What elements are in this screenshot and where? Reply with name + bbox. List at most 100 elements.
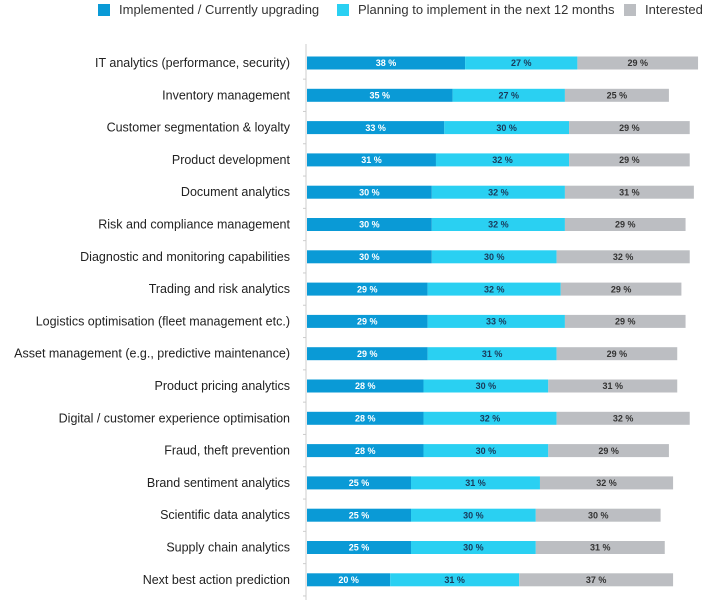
- data-label: 31 %: [482, 349, 503, 359]
- bar-segment: [556, 411, 690, 425]
- bar-segment: [307, 250, 432, 264]
- data-label: 32 %: [613, 252, 634, 262]
- data-label: 32 %: [596, 478, 617, 488]
- category-label: Supply chain analytics: [166, 541, 290, 555]
- legend-label: Planning to implement in the next 12 mon…: [358, 2, 615, 17]
- data-label: 31 %: [603, 381, 624, 391]
- data-label: 29 %: [357, 317, 378, 327]
- data-label: 31 %: [619, 187, 640, 197]
- data-label: 31 %: [465, 478, 486, 488]
- category-label: Next best action prediction: [143, 573, 290, 587]
- category-label: Customer segmentation & loyalty: [107, 121, 291, 135]
- bar-segment: [431, 185, 565, 199]
- category-label: IT analytics (performance, security): [95, 56, 290, 70]
- category-label: Brand sentiment analytics: [147, 476, 290, 490]
- bar-segment: [307, 218, 432, 231]
- category-label: Inventory management: [162, 88, 290, 102]
- bar-segment: [435, 153, 570, 167]
- data-label: 30 %: [484, 252, 505, 262]
- category-label: Product development: [172, 153, 291, 167]
- bar-segment: [564, 218, 686, 231]
- category-label: Document analytics: [181, 185, 290, 199]
- data-label: 30 %: [359, 252, 380, 262]
- bar-segment: [535, 541, 665, 554]
- data-label: 28 %: [355, 381, 376, 391]
- bar-segment: [307, 347, 428, 361]
- data-label: 32 %: [484, 284, 505, 294]
- data-label: 32 %: [613, 414, 634, 424]
- bar-segment: [411, 508, 536, 522]
- category-label: Asset management (e.g., predictive maint…: [14, 347, 290, 361]
- data-label: 29 %: [619, 123, 640, 133]
- data-label: 32 %: [480, 414, 501, 424]
- data-label: 29 %: [619, 155, 640, 165]
- data-label: 28 %: [355, 414, 376, 424]
- category-label: Trading and risk analytics: [149, 282, 290, 296]
- bar-segment: [423, 444, 549, 458]
- data-label: 25 %: [607, 91, 628, 101]
- data-label: 25 %: [349, 543, 370, 553]
- data-label: 29 %: [607, 349, 628, 359]
- bar-segment: [569, 153, 690, 167]
- data-label: 38 %: [376, 58, 397, 68]
- data-label: 31 %: [590, 543, 611, 553]
- data-label: 27 %: [499, 91, 520, 101]
- bar-segment: [307, 573, 391, 587]
- data-label: 29 %: [357, 349, 378, 359]
- category-label: Digital / customer experience optimisati…: [59, 411, 290, 425]
- data-label: 29 %: [357, 284, 378, 294]
- data-label: 25 %: [349, 478, 370, 488]
- data-label: 35 %: [370, 91, 391, 101]
- bar-segment: [560, 282, 682, 296]
- data-label: 33 %: [365, 123, 386, 133]
- bar-segment: [556, 250, 690, 264]
- bar-segment: [411, 476, 540, 490]
- bar-segment: [535, 508, 661, 522]
- bar-segment: [307, 411, 424, 425]
- bar-segment: [307, 444, 424, 458]
- bar-segment: [465, 56, 578, 70]
- bar-segment: [444, 121, 570, 135]
- legend: Implemented / Currently upgrading Planni…: [0, 0, 728, 20]
- data-label: 30 %: [463, 543, 484, 553]
- data-label: 29 %: [611, 284, 632, 294]
- category-label: Product pricing analytics: [155, 379, 290, 393]
- bar-segment: [307, 379, 424, 393]
- bar-segment: [411, 541, 536, 554]
- bar-segment: [423, 379, 549, 393]
- category-label: Logistics optimisation (fleet management…: [36, 314, 290, 328]
- legend-item-interested: Interested: [624, 2, 703, 17]
- data-label: 30 %: [463, 510, 484, 520]
- bar-segment: [431, 250, 557, 264]
- data-label: 30 %: [496, 123, 517, 133]
- bar-segment: [564, 185, 694, 199]
- bar-segment: [569, 121, 690, 135]
- bar-segment: [427, 282, 561, 296]
- bar-segment: [307, 282, 428, 296]
- data-label: 30 %: [359, 187, 380, 197]
- data-label: 32 %: [488, 220, 509, 230]
- data-label: 30 %: [359, 220, 380, 230]
- legend-item-implemented: Implemented / Currently upgrading: [98, 2, 319, 17]
- category-label: Diagnostic and monitoring capabilities: [80, 250, 290, 264]
- data-label: 20 %: [338, 575, 359, 585]
- category-label: Scientific data analytics: [160, 508, 290, 522]
- data-label: 30 %: [588, 510, 609, 520]
- data-label: 29 %: [615, 220, 636, 230]
- bar-segment: [307, 88, 453, 102]
- legend-item-planning: Planning to implement in the next 12 mon…: [337, 2, 615, 17]
- legend-label: Implemented / Currently upgrading: [119, 2, 320, 17]
- bar-segment: [431, 218, 565, 231]
- bar-segment: [307, 121, 445, 135]
- bar-segment: [452, 88, 565, 102]
- bar-segment: [307, 185, 432, 199]
- bar-segment: [577, 56, 699, 70]
- legend-label: Interested: [645, 2, 703, 17]
- bar-segment: [307, 314, 428, 328]
- data-label: 32 %: [488, 187, 509, 197]
- data-label: 30 %: [476, 446, 497, 456]
- bar-segment: [548, 379, 678, 393]
- legend-swatch: [624, 3, 636, 16]
- data-label: 27 %: [511, 58, 532, 68]
